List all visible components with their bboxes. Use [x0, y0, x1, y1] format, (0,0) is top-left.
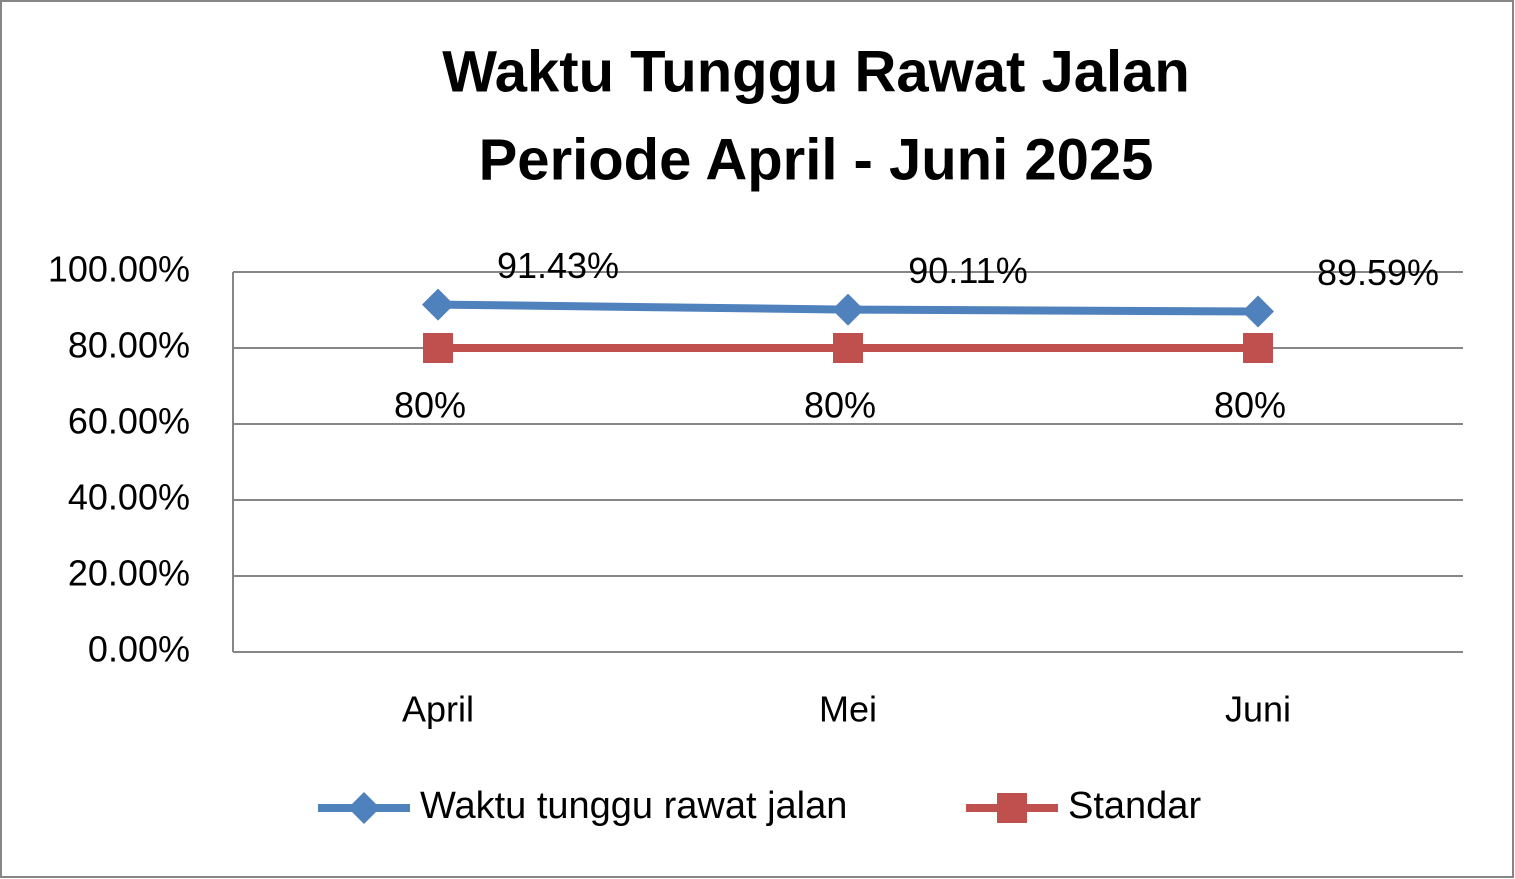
legend-marker: [348, 792, 380, 824]
y-tick-label: 40.00%: [68, 477, 190, 518]
data-point: [833, 333, 863, 363]
y-tick-label: 0.00%: [88, 629, 190, 670]
chart-title: Periode April - Juni 2025: [479, 127, 1154, 192]
legend-marker: [997, 793, 1027, 823]
data-label: 80%: [804, 385, 876, 426]
legend-label: Waktu tunggu rawat jalan: [420, 785, 847, 827]
y-tick-label: 80.00%: [68, 325, 190, 366]
data-label: 80%: [394, 385, 466, 426]
data-label: 90.11%: [908, 250, 1027, 291]
data-label: 91.43%: [497, 245, 619, 286]
x-tick-label: April: [402, 689, 474, 730]
data-point: [832, 293, 864, 326]
y-tick-label: 100.00%: [48, 249, 190, 290]
data-point: [1242, 295, 1274, 328]
y-tick-label: 60.00%: [68, 401, 190, 442]
legend-label: Standar: [1068, 785, 1201, 827]
data-label: 80%: [1214, 385, 1286, 426]
x-tick-label: Mei: [819, 689, 877, 730]
y-tick-label: 20.00%: [68, 553, 190, 594]
data-point: [423, 333, 453, 363]
x-tick-label: Juni: [1225, 689, 1291, 730]
chart-title: Waktu Tunggu Rawat Jalan: [442, 39, 1190, 104]
data-point: [422, 288, 454, 321]
data-point: [1243, 333, 1273, 363]
data-label: 89.59%: [1317, 252, 1439, 293]
